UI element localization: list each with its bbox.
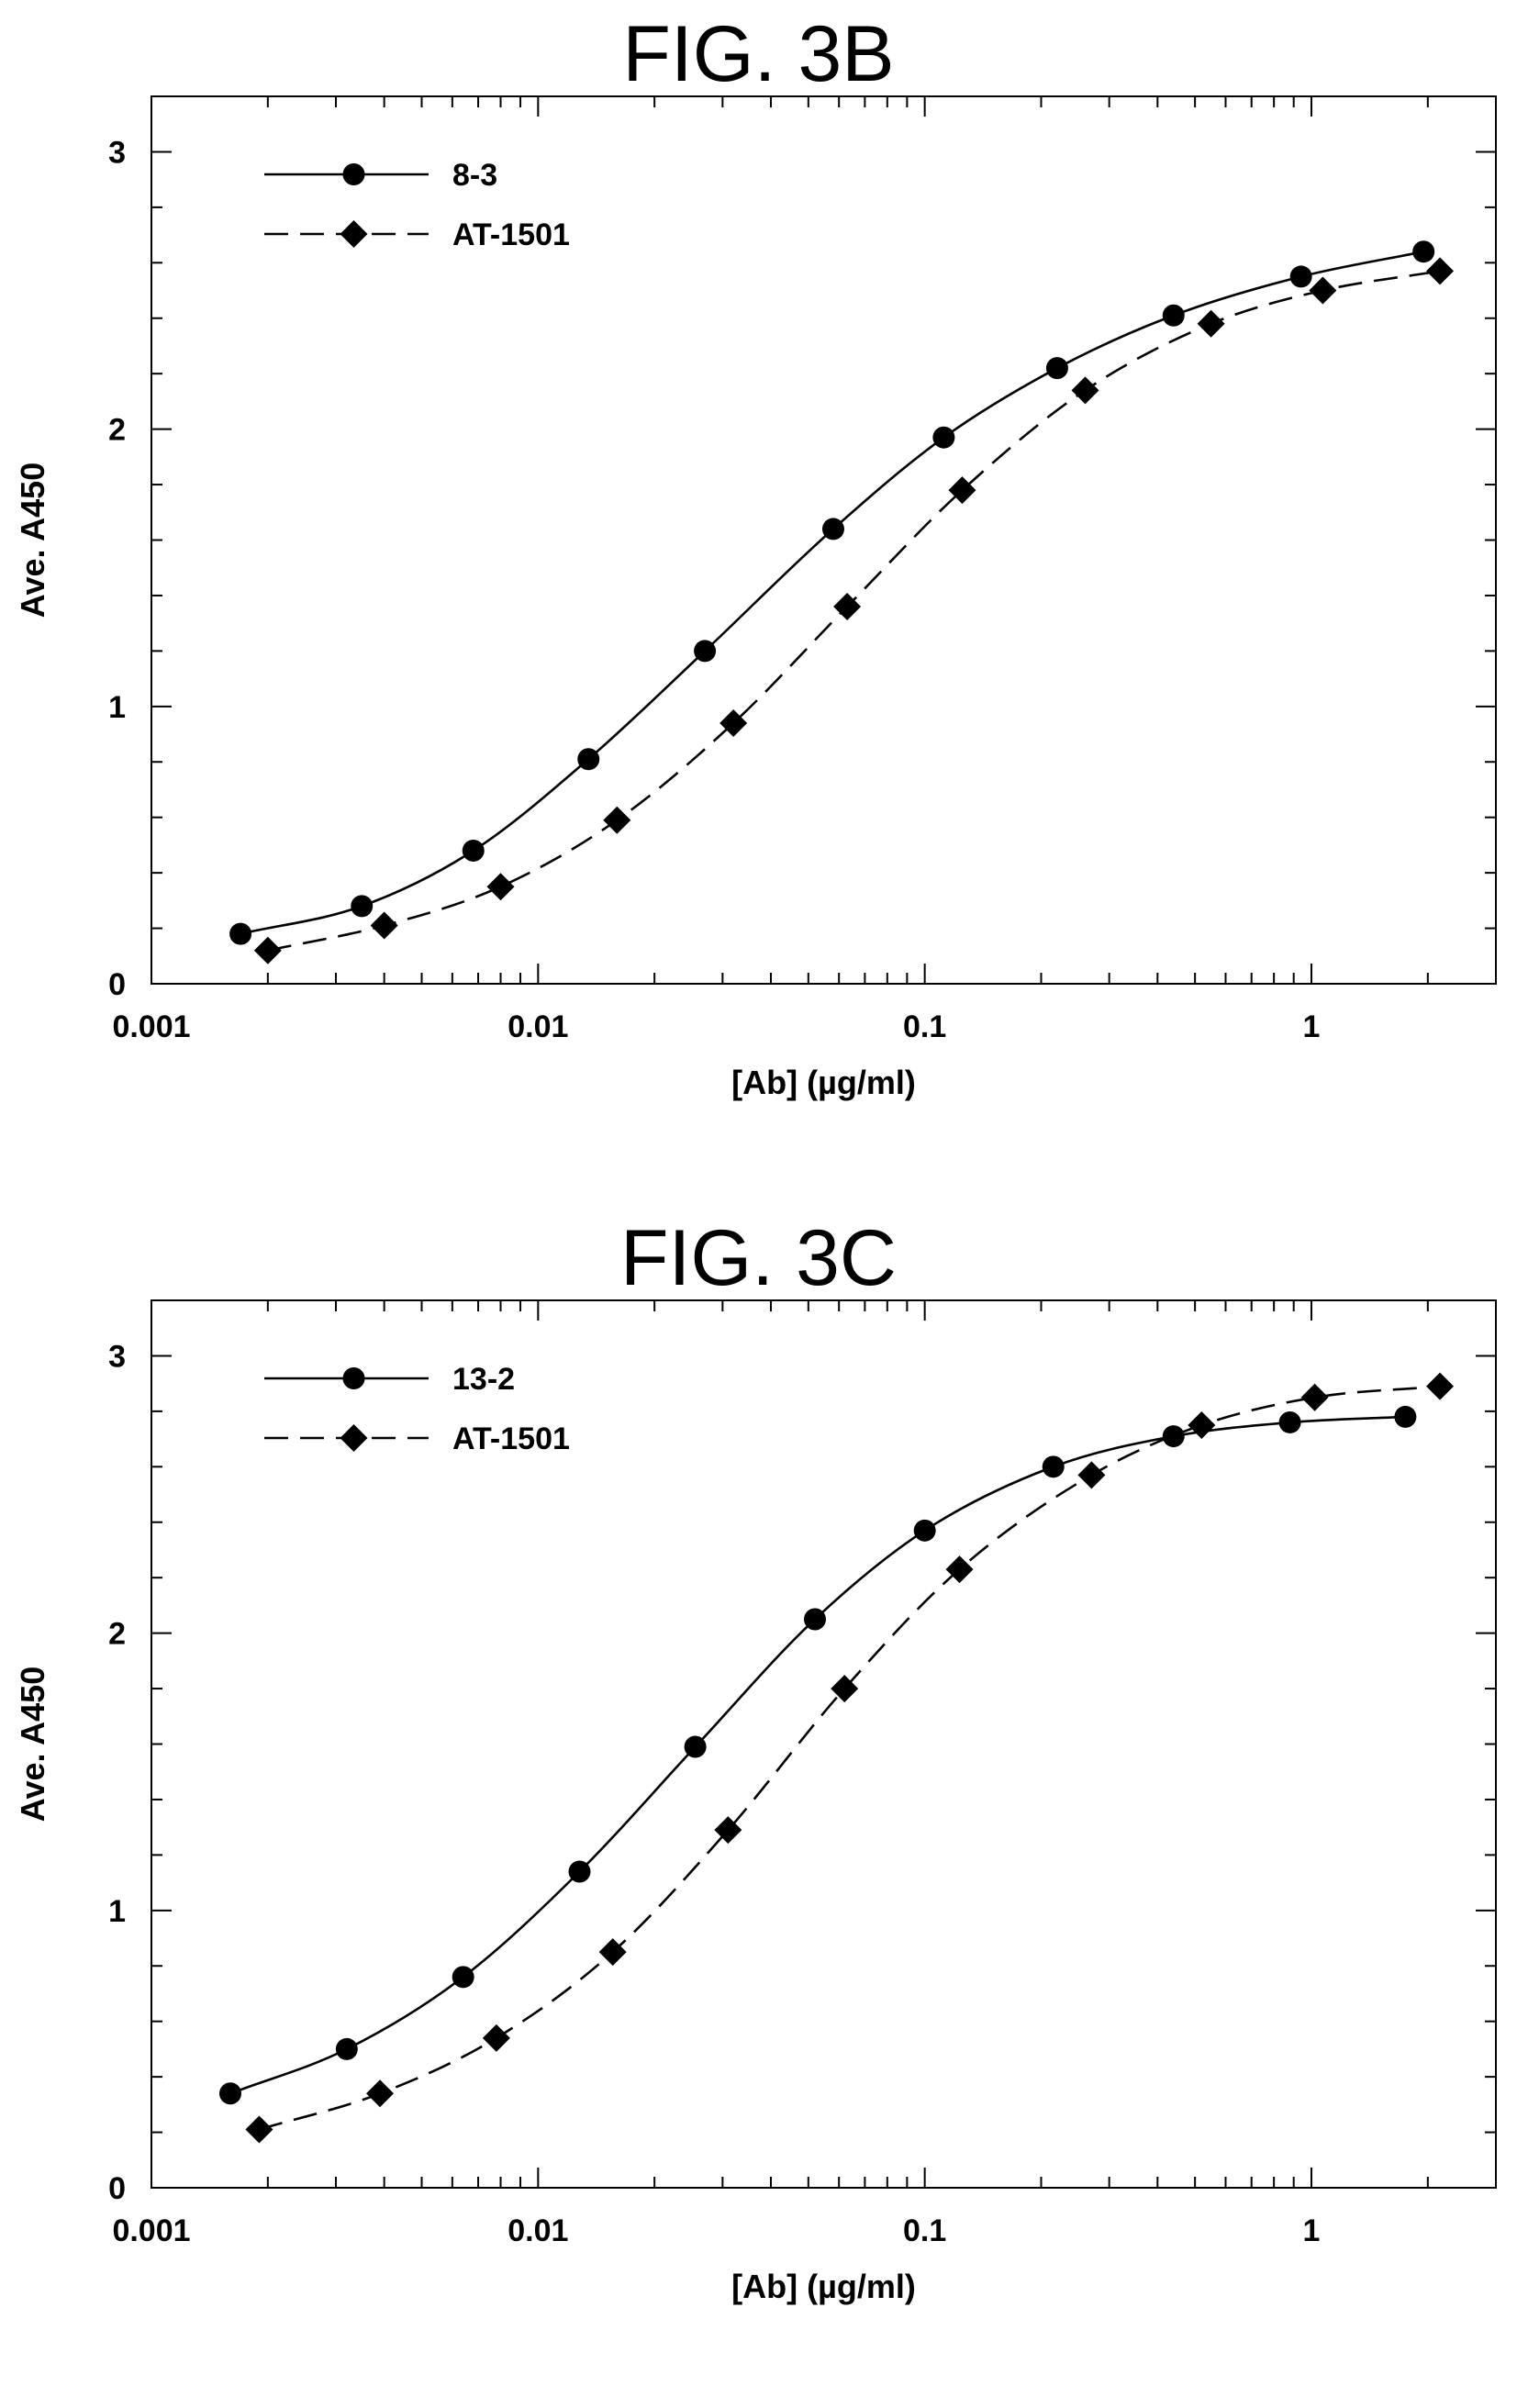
chart-3b: 0.001 0.01 0.1 1 0 1 2 3 [Ab] (µg/ml) Ave. A450 8-… <box>14 95 1497 1101</box>
data-point-circle <box>913 1519 936 1542</box>
series-line <box>240 250 1424 935</box>
data-point-diamond <box>719 708 748 737</box>
data-point-diamond <box>831 1675 859 1703</box>
data-point-circle <box>803 1608 826 1631</box>
data-point-circle <box>1042 1455 1065 1478</box>
x-tick-label: 0.001 <box>112 2213 190 2248</box>
data-point-diamond <box>1197 309 1225 338</box>
data-point-diamond <box>1309 276 1337 305</box>
x-tick-label: 0.1 <box>903 2213 946 2248</box>
data-point-circle <box>229 922 252 945</box>
data-point-circle <box>821 518 844 541</box>
y-tick-label: 3 <box>108 1339 126 1374</box>
y-tick-label: 0 <box>108 2171 126 2206</box>
data-point-diamond <box>486 873 515 901</box>
data-point-diamond <box>253 936 282 964</box>
y-tick-label: 2 <box>108 413 126 448</box>
series-line <box>259 1385 1441 2131</box>
data-point-circle <box>568 1860 591 1883</box>
data-point-circle <box>1278 1410 1301 1433</box>
data-point-diamond <box>1426 257 1455 285</box>
figure-3b: FIG. 3B 0.001 0.01 0.1 1 0 1 2 3 [Ab] (µg/ml) Ave… <box>14 10 1497 1101</box>
figure-title: FIG. 3C <box>619 1214 898 1302</box>
x-axis-label: [Ab] (µg/ml) <box>731 1064 916 1101</box>
y-axis-label: Ave. A450 <box>14 1667 51 1822</box>
legend-label: AT-1501 <box>452 217 570 252</box>
data-point-circle <box>684 1735 707 1758</box>
legend: 13-2 AT-1501 <box>264 1362 570 1456</box>
data-point-diamond <box>1426 1372 1455 1400</box>
series-2 <box>253 257 1455 964</box>
legend: 8-3 AT-1501 <box>264 158 570 252</box>
y-tick-label: 3 <box>108 135 126 170</box>
legend-marker <box>342 1367 365 1389</box>
data-point-circle <box>1412 240 1435 263</box>
chart-3c: 0.001 0.01 0.1 1 0 1 2 3 [Ab] (µg/ml) Ave. A450 13… <box>14 1299 1497 2305</box>
legend-marker <box>340 220 368 248</box>
y-tick-label: 1 <box>108 1894 126 1929</box>
data-point-diamond <box>366 2079 395 2108</box>
data-point-circle <box>932 426 955 449</box>
data-point-diamond <box>1300 1383 1329 1411</box>
figure-title: FIG. 3B <box>622 10 895 98</box>
data-point-diamond <box>714 1816 742 1845</box>
axis-ticks <box>151 95 1497 985</box>
data-point-diamond <box>1188 1410 1216 1439</box>
data-point-diamond <box>1077 1461 1106 1489</box>
data-point-diamond <box>945 1555 974 1584</box>
data-point-circle <box>694 640 717 663</box>
x-tick-label: 0.1 <box>903 1009 946 1044</box>
series-1 <box>219 1405 1417 2105</box>
data-point-diamond <box>598 1938 627 1967</box>
data-point-diamond <box>948 476 976 505</box>
data-point-circle <box>1162 304 1185 327</box>
data-point-diamond <box>245 2115 273 2144</box>
axis-ticks <box>151 1299 1497 2189</box>
x-tick-label: 1 <box>1303 2213 1321 2248</box>
figure-3c: FIG. 3C 0.001 0.01 0.1 1 0 1 2 3 [Ab] (µg/ml) Ave… <box>0 1204 1517 2408</box>
legend-marker <box>340 1424 368 1452</box>
data-point-diamond <box>603 806 631 834</box>
data-point-circle <box>1045 357 1068 380</box>
x-tick-label: 0.01 <box>508 2213 568 2248</box>
data-point-diamond <box>370 911 398 940</box>
legend-label: 13-2 <box>452 1362 515 1397</box>
data-point-circle <box>1162 1425 1185 1448</box>
x-tick-label: 1 <box>1303 1009 1321 1044</box>
data-point-circle <box>219 2082 242 2105</box>
legend-label: AT-1501 <box>452 1421 570 1456</box>
x-tick-label: 0.001 <box>112 1009 190 1044</box>
data-point-circle <box>1289 265 1312 288</box>
data-point-circle <box>335 2037 358 2060</box>
data-point-circle <box>1394 1405 1417 1428</box>
y-tick-label: 1 <box>108 690 126 725</box>
series-line <box>229 1415 1406 2095</box>
y-tick-label: 2 <box>108 1617 126 1652</box>
legend-marker <box>342 163 365 185</box>
data-point-circle <box>351 895 374 918</box>
y-tick-label: 0 <box>108 967 126 1002</box>
data-point-diamond <box>1071 376 1099 405</box>
x-tick-label: 0.01 <box>508 1009 568 1044</box>
data-point-diamond <box>482 2023 510 2052</box>
series-1 <box>229 240 1435 945</box>
series-2 <box>245 1372 1455 2144</box>
x-axis-label: [Ab] (µg/ml) <box>731 2268 916 2305</box>
y-axis-label: Ave. A450 <box>14 463 51 618</box>
data-point-diamond <box>833 593 862 621</box>
legend-label: 8-3 <box>452 158 497 193</box>
data-point-circle <box>462 839 485 862</box>
data-point-circle <box>452 1966 474 1989</box>
data-point-circle <box>577 748 600 771</box>
